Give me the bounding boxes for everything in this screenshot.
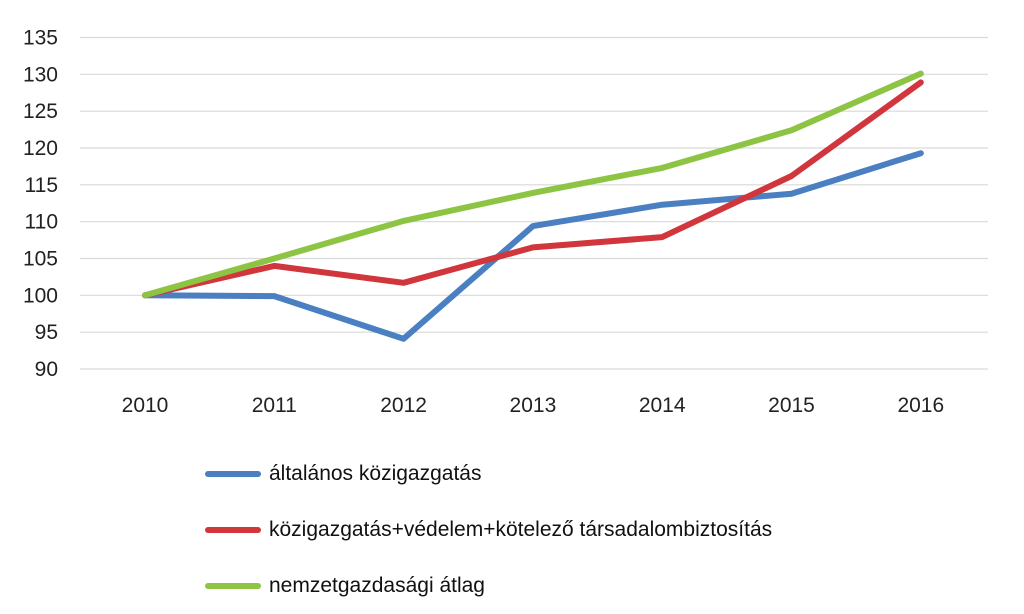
y-tick-label: 125 — [23, 100, 58, 123]
series-lines — [142, 70, 924, 342]
legend-label-series-3: nemzetgazdasági átlag — [269, 574, 485, 597]
y-tick-label: 105 — [23, 248, 58, 271]
y-tick-label: 95 — [35, 321, 58, 344]
series-line-2 — [142, 79, 924, 299]
y-tick-label: 120 — [23, 137, 58, 160]
legend: általános közigazgatás közigazgatás+véde… — [205, 446, 772, 614]
y-tick-label: 100 — [23, 284, 58, 307]
y-tick-label: 115 — [25, 174, 58, 197]
series-line-1 — [142, 150, 924, 342]
gridlines — [80, 36, 988, 370]
legend-item-series-3: nemzetgazdasági átlag — [205, 558, 772, 614]
legend-label-series-2: közigazgatás+védelem+kötelező társadalom… — [269, 518, 773, 541]
legend-label-series-1: általános közigazgatás — [269, 462, 482, 485]
y-tick-label: 135 — [23, 27, 58, 50]
legend-swatch-series-1 — [205, 471, 261, 477]
y-tick-label: 90 — [35, 358, 58, 381]
x-axis-labels: 2010 2011 2012 2013 2014 2015 2016 — [122, 394, 945, 417]
legend-swatch-series-3 — [205, 583, 261, 589]
y-tick-label: 110 — [25, 211, 58, 234]
series-line-3 — [142, 70, 924, 299]
x-tick-label: 2016 — [897, 394, 944, 417]
y-axis-labels: 135 130 125 120 115 110 105 100 95 90 — [23, 27, 58, 382]
x-tick-label: 2012 — [380, 394, 427, 417]
x-tick-label: 2014 — [639, 394, 686, 417]
x-tick-label: 2013 — [510, 394, 557, 417]
x-tick-label: 2011 — [252, 394, 297, 417]
y-tick-label: 130 — [23, 63, 58, 86]
legend-swatch-series-2 — [205, 527, 261, 533]
legend-item-series-1: általános közigazgatás — [205, 446, 772, 502]
legend-item-series-2: közigazgatás+védelem+kötelező társadalom… — [205, 502, 772, 558]
x-tick-label: 2010 — [122, 394, 169, 417]
x-tick-label: 2015 — [768, 394, 815, 417]
